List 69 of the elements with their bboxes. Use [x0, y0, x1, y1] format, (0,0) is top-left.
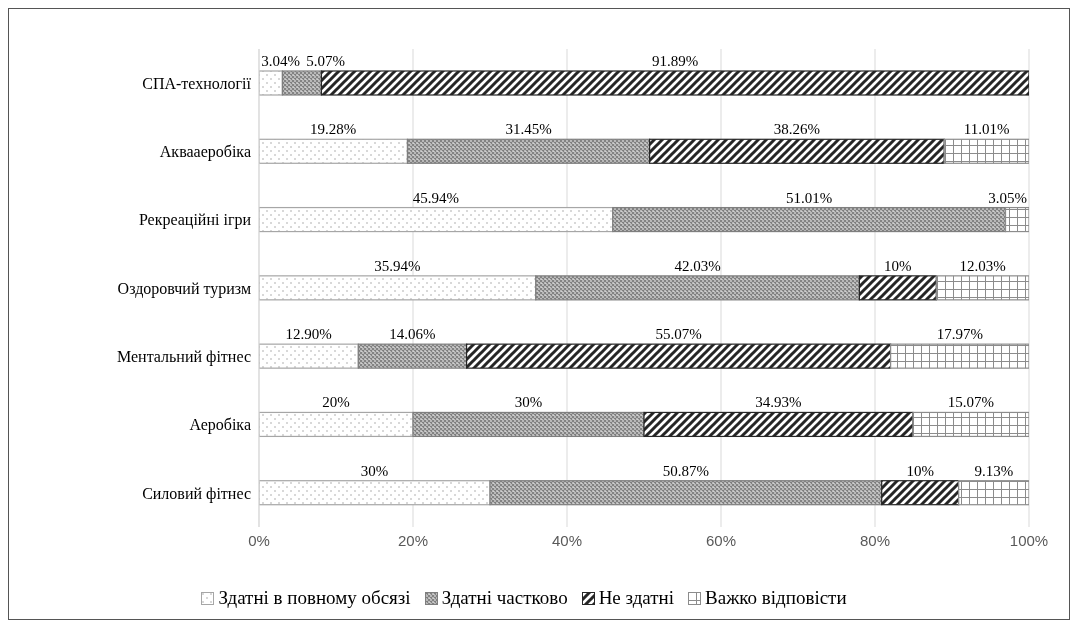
data-label: 10% — [884, 257, 912, 274]
data-label: 9.13% — [974, 462, 1014, 479]
bar — [958, 480, 1029, 506]
data-label: 15.07% — [947, 394, 995, 411]
bar — [535, 275, 860, 301]
data-label: 35.94% — [374, 257, 421, 274]
data-label: 38.26% — [773, 121, 821, 138]
bar — [489, 480, 883, 506]
data-label: 45.94% — [412, 189, 459, 206]
x-tick-label: 80% — [859, 531, 891, 549]
x-tick-label: 100% — [1009, 531, 1049, 549]
data-label: 55.07% — [655, 326, 702, 343]
y-tick-label: Аквааеробіка — [159, 143, 251, 162]
bar — [259, 411, 414, 438]
y-tick-label: Ментальний фітнес — [116, 347, 251, 366]
bar — [406, 138, 651, 164]
data-label: 5.07% — [306, 53, 345, 69]
y-tick-label: Рекреаційні ігри — [138, 211, 252, 230]
bar — [912, 411, 1029, 438]
data-label: 20% — [322, 394, 350, 411]
data-label: 91.89% — [652, 53, 699, 69]
bar — [643, 411, 914, 438]
bar — [281, 70, 323, 96]
data-label: 12.90% — [285, 326, 332, 343]
data-label: 50.87% — [662, 462, 709, 479]
legend-label: Здатні частково — [440, 587, 568, 609]
bar — [858, 275, 937, 301]
y-tick-label: Аеробіка — [189, 416, 251, 435]
y-tick-label: СПА-технології — [142, 74, 252, 92]
bar — [412, 411, 645, 438]
data-label: 51.01% — [786, 189, 833, 206]
data-label: 30% — [360, 462, 389, 479]
data-label: 3.04% — [261, 53, 300, 69]
bar — [943, 138, 1029, 164]
x-tick-label: 20% — [397, 531, 429, 549]
data-label: 31.45% — [505, 121, 552, 138]
data-label: 11.01% — [963, 121, 1010, 138]
legend-label: Важко відповісти — [704, 587, 847, 609]
legend-label: Не здатні — [597, 587, 675, 609]
data-label: 10% — [906, 462, 934, 479]
data-label: 42.03% — [674, 257, 721, 274]
bar — [259, 138, 409, 164]
data-label: 12.03% — [959, 257, 1006, 274]
legend-label: Здатні в повному обсязі — [217, 587, 411, 609]
bar — [935, 275, 1029, 301]
y-tick-label: Силовий фітнес — [142, 484, 251, 503]
bar — [259, 206, 614, 233]
x-tick-label: 0% — [248, 531, 270, 549]
data-label: 3.05% — [988, 189, 1027, 206]
bar — [357, 343, 468, 369]
bar — [259, 70, 284, 96]
bar — [259, 275, 537, 301]
bar — [259, 480, 491, 506]
bar — [649, 138, 945, 164]
x-tick-label: 60% — [705, 531, 737, 549]
bar — [259, 343, 359, 369]
data-label: 19.28% — [310, 121, 357, 138]
bar — [881, 480, 960, 506]
data-label: 17.97% — [936, 326, 983, 343]
bar — [1004, 206, 1029, 233]
data-label: 34.93% — [755, 394, 802, 411]
x-tick-label: 40% — [551, 531, 583, 549]
data-label: 30% — [514, 394, 543, 411]
y-tick-label: Оздоровчий туризм — [117, 279, 251, 298]
bar — [612, 206, 1007, 233]
bar — [465, 343, 892, 369]
bar — [890, 343, 1029, 369]
bar — [320, 70, 1029, 96]
data-label: 14.06% — [389, 326, 436, 343]
